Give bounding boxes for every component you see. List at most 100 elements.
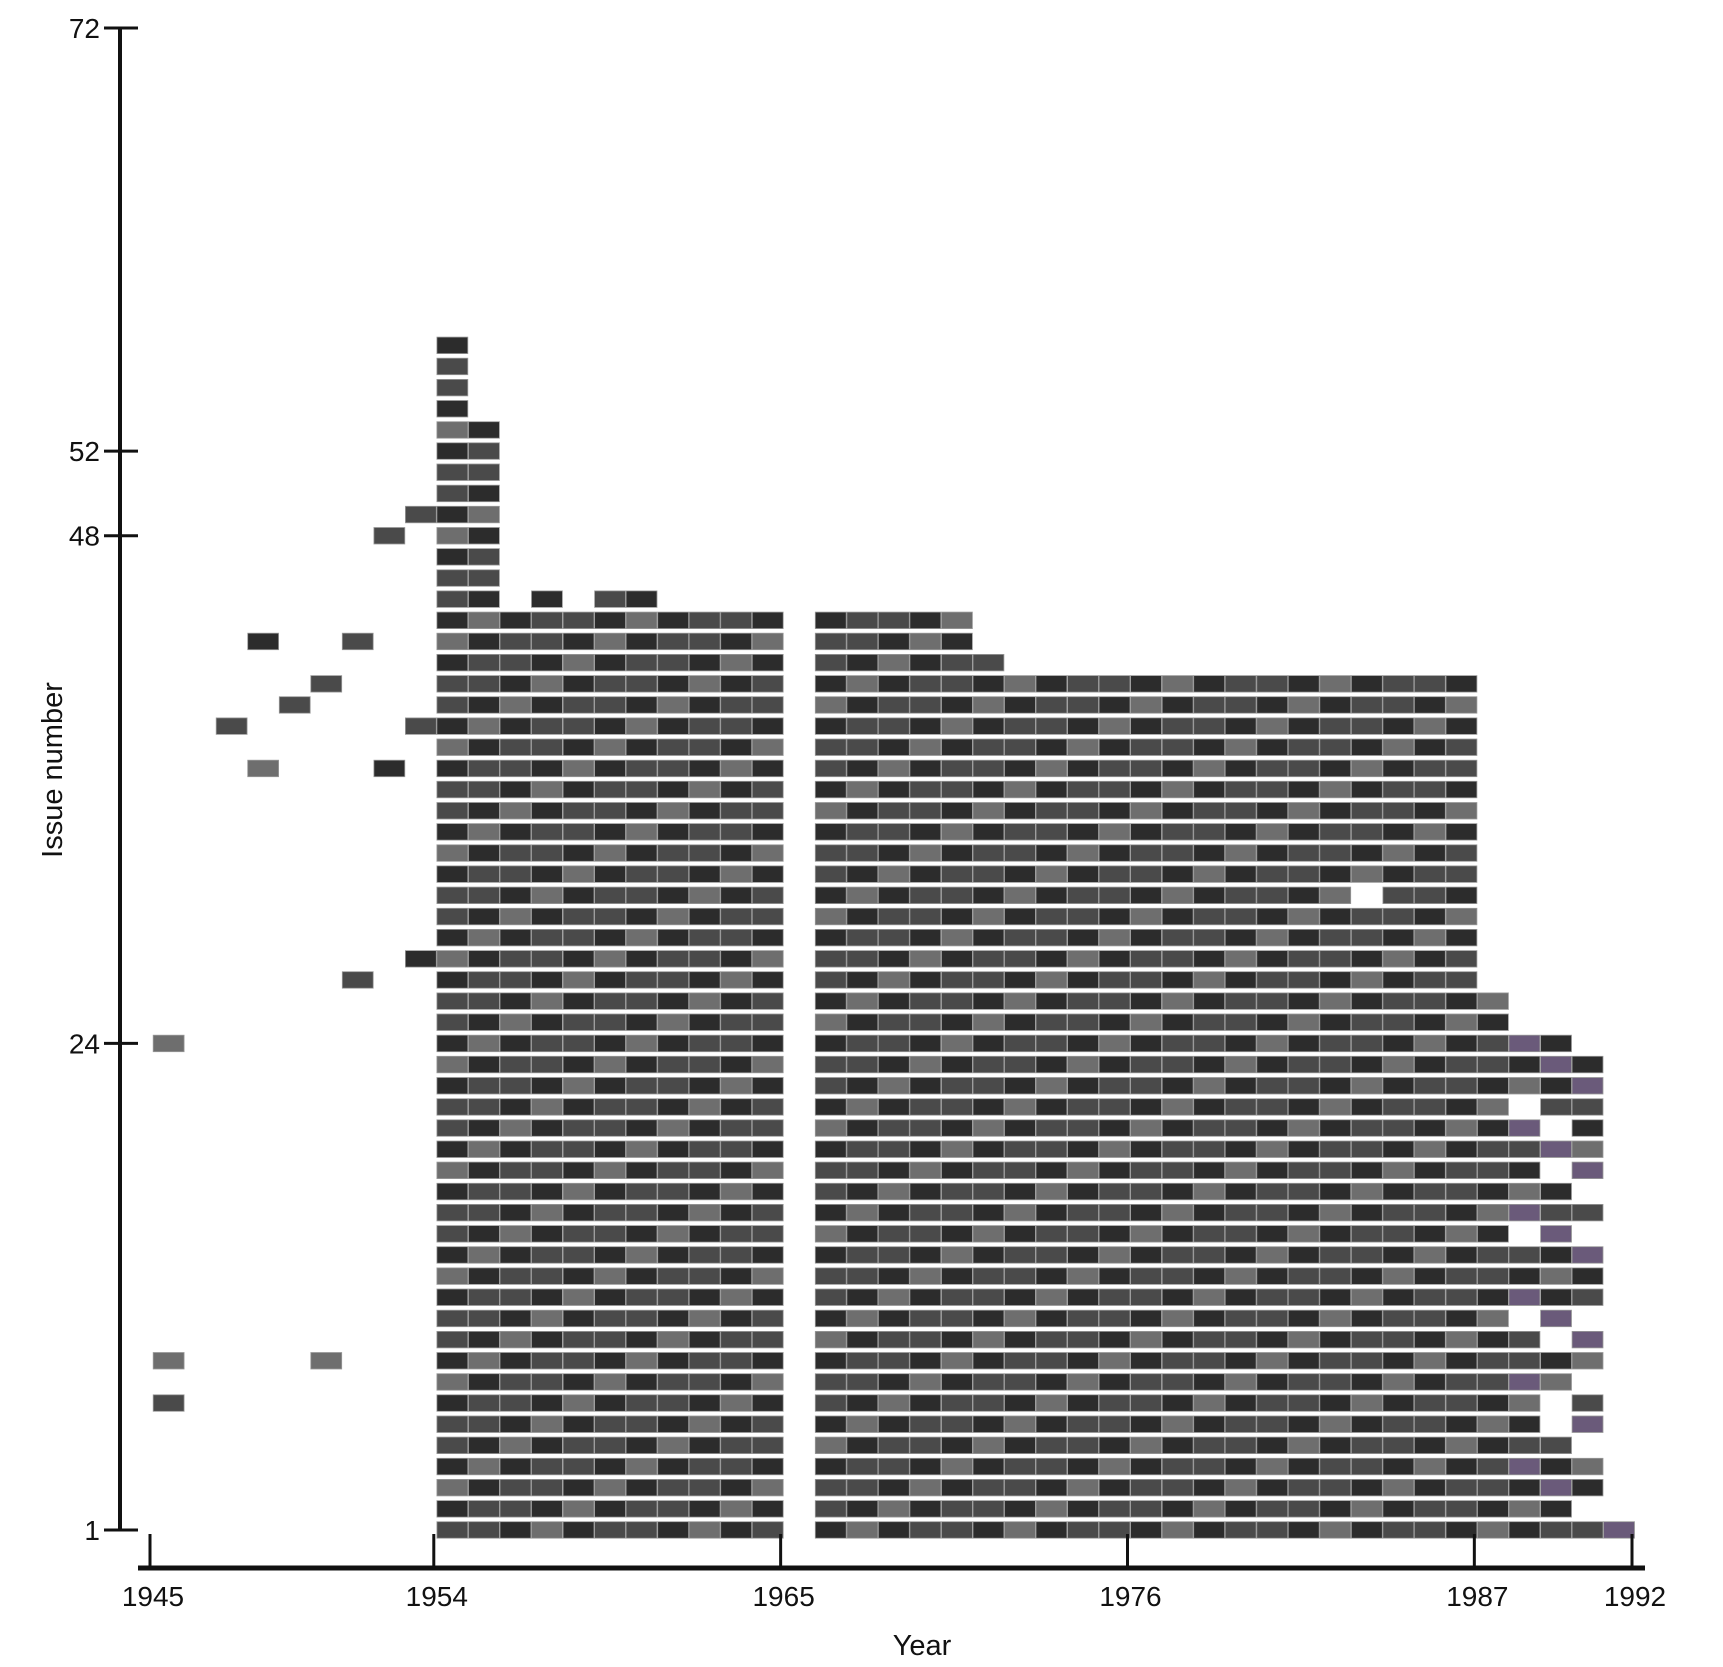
thumbnail-cell (751, 1055, 784, 1074)
thumbnail-cell (594, 780, 626, 799)
thumbnail-cell (1224, 1161, 1257, 1179)
thumbnail-cell (941, 802, 973, 820)
thumbnail-cell (1004, 696, 1036, 714)
thumbnail-cell (1130, 1352, 1162, 1370)
thumbnail-cell (1098, 971, 1131, 989)
thumbnail-cell (657, 950, 690, 968)
thumbnail-cell (1067, 865, 1099, 883)
thumbnail-cell (1256, 802, 1289, 820)
thumbnail-cell (1287, 1394, 1320, 1412)
thumbnail-cell (1540, 1309, 1572, 1328)
thumbnail-cell (846, 950, 879, 968)
thumbnail-cell (688, 696, 721, 714)
thumbnail-cell (499, 1267, 532, 1285)
thumbnail-cell (1382, 1098, 1415, 1116)
thumbnail-cell (1130, 1161, 1162, 1179)
thumbnail-cell (751, 1309, 784, 1328)
thumbnail-cell (1540, 1352, 1572, 1370)
thumbnail-cell (720, 929, 753, 947)
thumbnail-cell (594, 717, 626, 735)
thumbnail-cell (814, 1225, 847, 1243)
thumbnail-cell (720, 1288, 753, 1306)
thumbnail-cell (1540, 1225, 1572, 1243)
thumbnail-cell (436, 759, 469, 778)
thumbnail-cell (468, 1098, 500, 1116)
thumbnail-cell (878, 1140, 910, 1158)
thumbnail-cell (720, 1394, 753, 1412)
thumbnail-cell (1130, 992, 1162, 1010)
thumbnail-cell (878, 1288, 910, 1306)
thumbnail-cell (688, 654, 721, 672)
thumbnail-cell (625, 759, 658, 778)
thumbnail-cell (1445, 1352, 1478, 1370)
thumbnail-cell (1161, 1161, 1194, 1179)
thumbnail-cell (751, 1521, 784, 1539)
thumbnail-cell (1319, 738, 1352, 756)
thumbnail-cell (720, 1182, 753, 1201)
thumbnail-cell (531, 1309, 563, 1328)
thumbnail-cell (1224, 1352, 1257, 1370)
thumbnail-cell (436, 1119, 469, 1137)
thumbnail-cell (657, 1140, 690, 1158)
thumbnail-cell (594, 738, 626, 756)
thumbnail-cell (1224, 1415, 1257, 1433)
thumbnail-cell (625, 1161, 658, 1179)
thumbnail-cell (499, 1394, 532, 1412)
thumbnail-cell (468, 759, 500, 778)
thumbnail-cell (562, 1077, 595, 1095)
thumbnail-cell (531, 1140, 563, 1158)
thumbnail-cell (814, 632, 847, 651)
thumbnail-cell (436, 1077, 469, 1095)
thumbnail-cell (720, 1309, 753, 1328)
thumbnail-cell (1319, 844, 1352, 862)
thumbnail-cell (657, 696, 690, 714)
thumbnail-cell (751, 1479, 784, 1497)
thumbnail-cell (846, 738, 879, 756)
thumbnail-cell (657, 1415, 690, 1433)
thumbnail-cell (1287, 886, 1320, 904)
thumbnail-cell (1067, 1457, 1099, 1476)
thumbnail-cell (499, 1013, 532, 1031)
thumbnail-cell (1161, 1034, 1194, 1053)
thumbnail-cell (1477, 1013, 1509, 1031)
thumbnail-cell (1067, 1055, 1099, 1074)
thumbnail-cell (436, 1225, 469, 1243)
thumbnail-cell (1098, 1373, 1131, 1391)
thumbnail-cell (657, 1161, 690, 1179)
thumbnail-cell (909, 1161, 942, 1179)
thumbnail-cell (562, 717, 595, 735)
thumbnail-cell (1351, 1140, 1383, 1158)
thumbnail-cell (594, 1225, 626, 1243)
thumbnail-cell (1445, 1288, 1478, 1306)
thumbnail-cell (1067, 1161, 1099, 1179)
thumbnail-cell (1130, 1500, 1162, 1518)
thumbnail-cell (720, 1457, 753, 1476)
thumbnail-cell (1224, 759, 1257, 778)
thumbnail-cell (972, 1182, 1005, 1201)
thumbnail-cell (468, 505, 500, 524)
thumbnail-cell (1193, 696, 1225, 714)
thumbnail-cell (1414, 844, 1446, 862)
thumbnail-cell (468, 611, 500, 629)
thumbnail-cell (531, 886, 563, 904)
thumbnail-cell (1224, 1098, 1257, 1116)
thumbnail-cell (751, 1373, 784, 1391)
thumbnail-cell (941, 1204, 973, 1222)
thumbnail-cell (972, 1140, 1005, 1158)
thumbnail-cell (688, 950, 721, 968)
thumbnail-cell (1319, 1119, 1352, 1137)
thumbnail-cell (1130, 1288, 1162, 1306)
thumbnail-cell (846, 1479, 879, 1497)
thumbnail-cell (562, 1182, 595, 1201)
thumbnail-cell (720, 1204, 753, 1222)
thumbnail-cell (1414, 1415, 1446, 1433)
thumbnail-cell (972, 886, 1005, 904)
thumbnail-cell (1130, 1225, 1162, 1243)
thumbnail-cell (1193, 1331, 1225, 1349)
thumbnail-cell (531, 1055, 563, 1074)
thumbnail-cell (972, 971, 1005, 989)
thumbnail-cell (657, 1034, 690, 1053)
thumbnail-cell (1256, 1352, 1289, 1370)
thumbnail-cell (846, 1140, 879, 1158)
thumbnail-cell (1256, 992, 1289, 1010)
